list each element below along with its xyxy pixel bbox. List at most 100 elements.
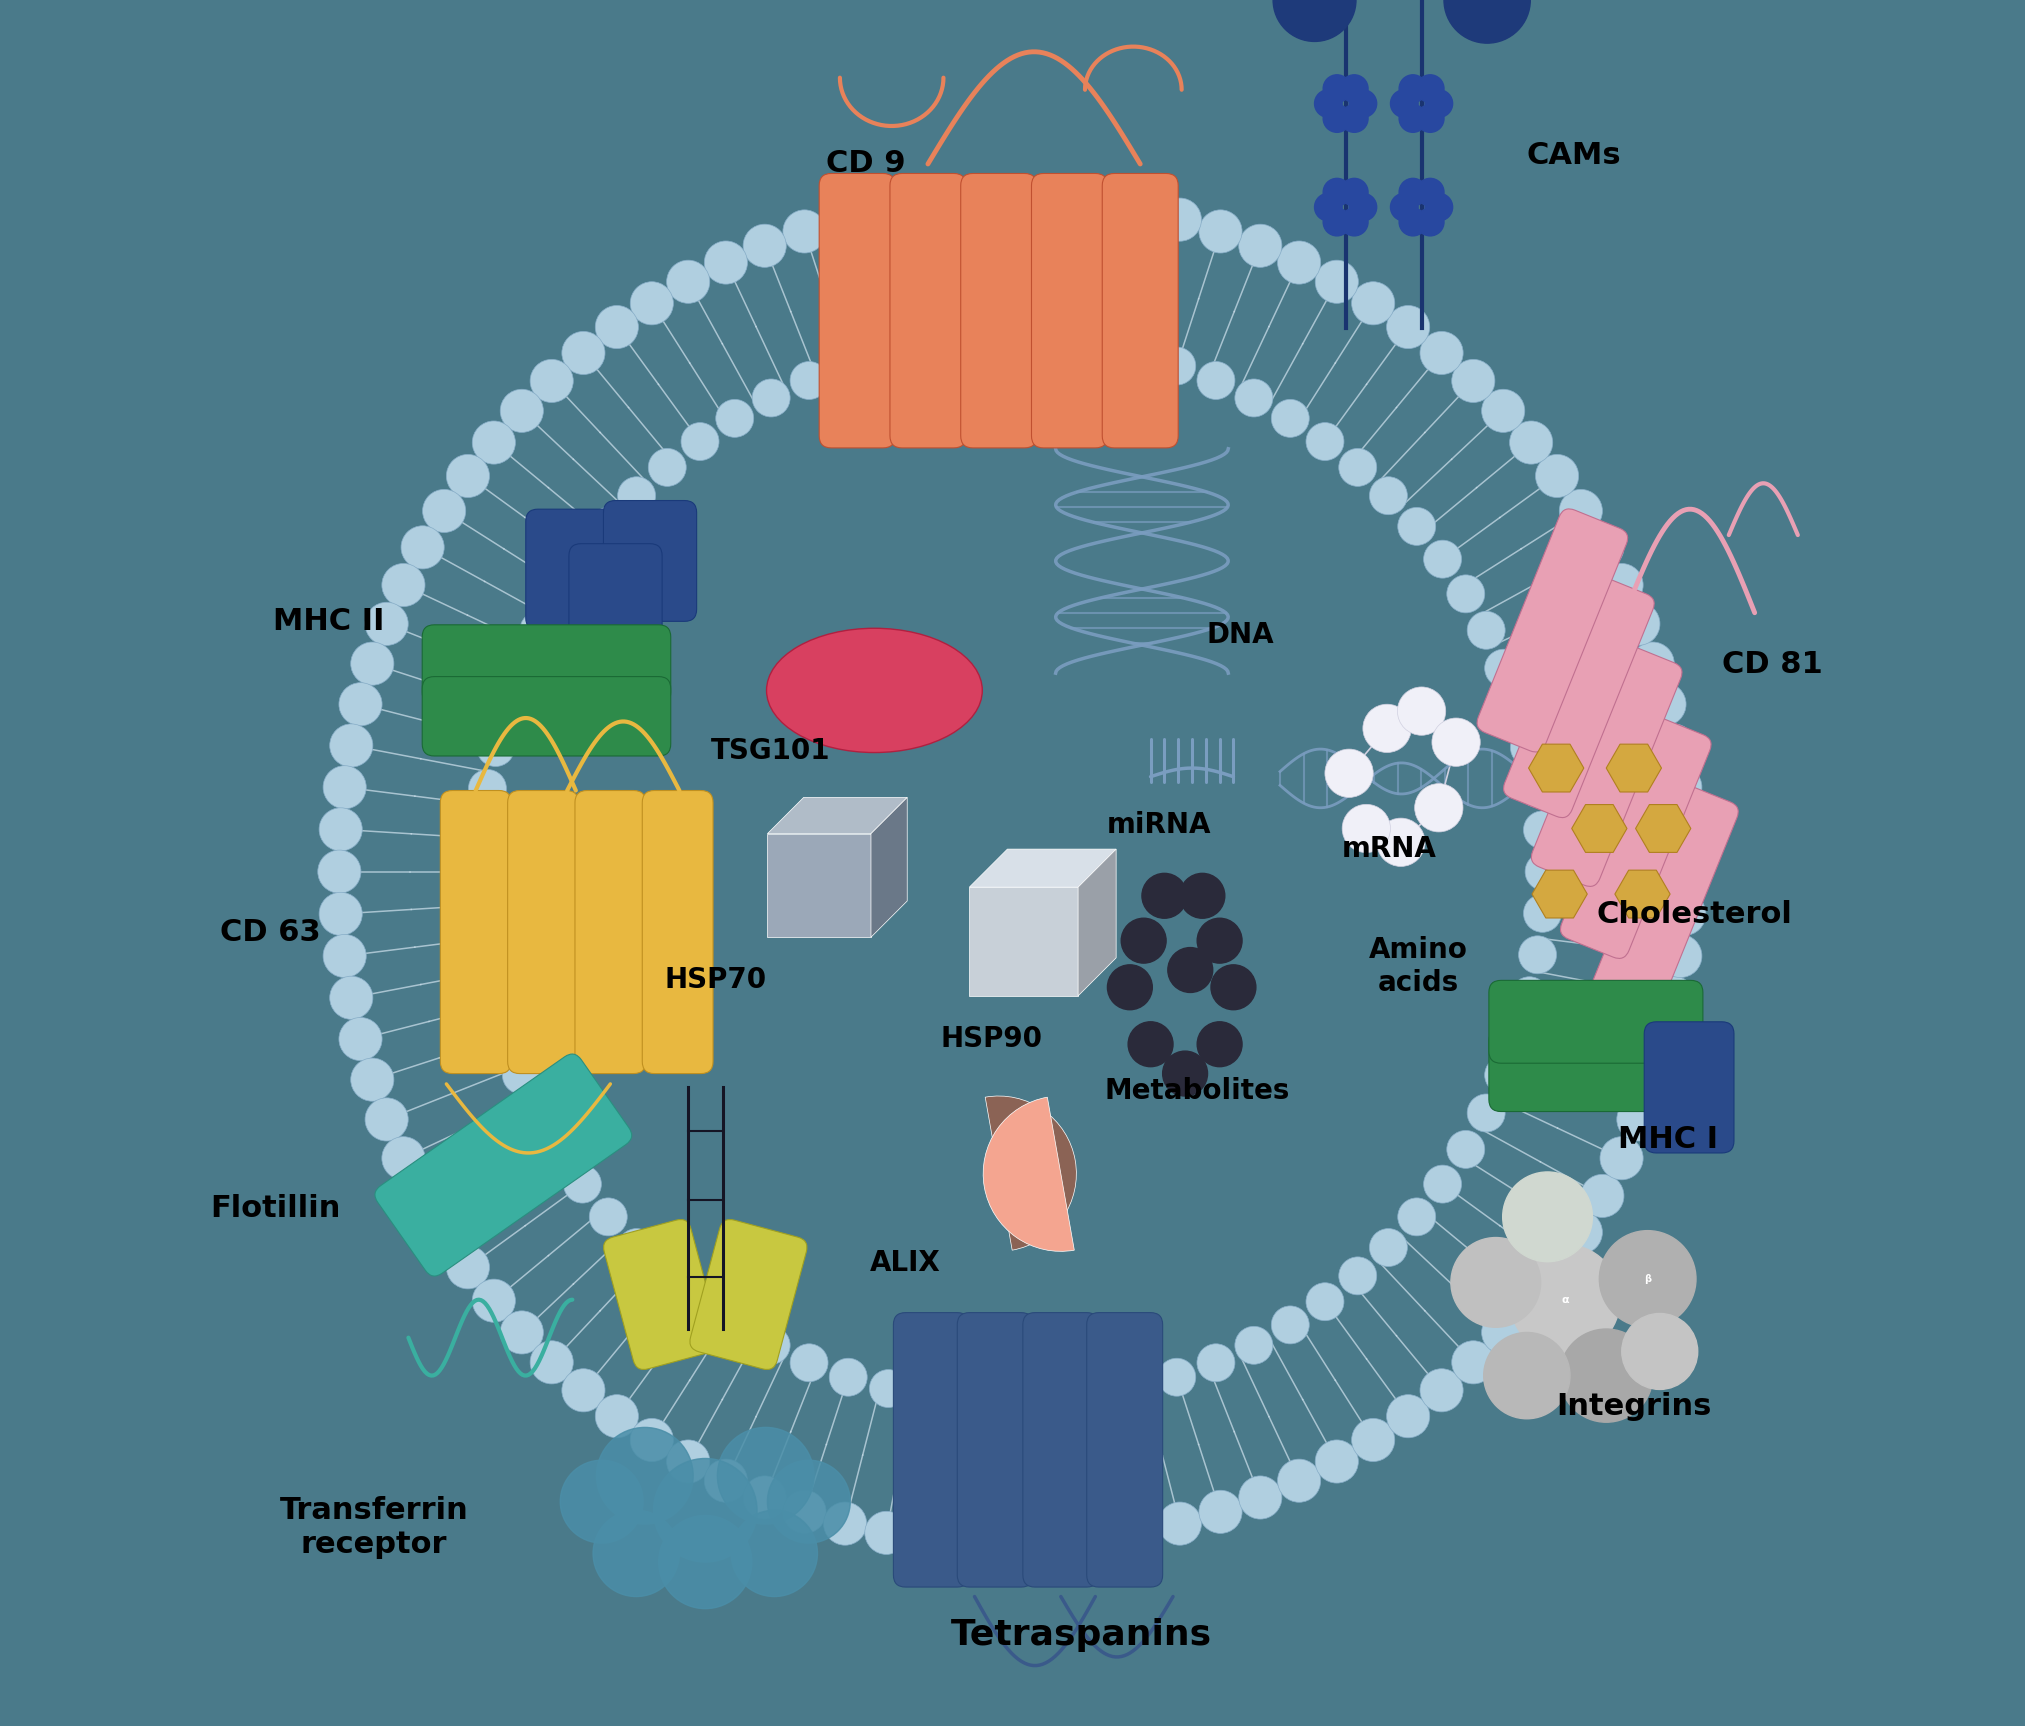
Ellipse shape xyxy=(767,628,982,753)
Circle shape xyxy=(1523,894,1561,932)
Circle shape xyxy=(500,1310,543,1353)
Polygon shape xyxy=(1077,849,1116,996)
Circle shape xyxy=(1399,105,1428,133)
Circle shape xyxy=(1033,1522,1077,1565)
FancyBboxPatch shape xyxy=(893,1312,970,1588)
Circle shape xyxy=(338,683,383,727)
Circle shape xyxy=(364,1098,409,1141)
Circle shape xyxy=(1322,74,1351,102)
Circle shape xyxy=(1341,105,1369,133)
Circle shape xyxy=(1582,526,1624,570)
Circle shape xyxy=(1314,90,1343,117)
Text: β: β xyxy=(1644,1274,1650,1284)
Circle shape xyxy=(1642,1017,1687,1060)
Circle shape xyxy=(784,1490,826,1533)
Circle shape xyxy=(1450,1238,1541,1327)
Circle shape xyxy=(320,808,362,851)
Circle shape xyxy=(743,224,786,268)
FancyBboxPatch shape xyxy=(508,791,579,1074)
Circle shape xyxy=(618,1229,656,1267)
Circle shape xyxy=(666,261,711,304)
Wedge shape xyxy=(984,1098,1075,1251)
Circle shape xyxy=(731,1510,818,1597)
Circle shape xyxy=(1118,1512,1160,1555)
Circle shape xyxy=(824,198,867,242)
Circle shape xyxy=(1519,935,1557,973)
Circle shape xyxy=(472,1279,516,1322)
Circle shape xyxy=(593,1510,678,1597)
Circle shape xyxy=(541,1131,579,1169)
FancyBboxPatch shape xyxy=(820,174,895,447)
Circle shape xyxy=(1377,818,1426,866)
Circle shape xyxy=(520,1094,557,1132)
FancyBboxPatch shape xyxy=(1503,575,1654,818)
Circle shape xyxy=(1658,934,1701,977)
Text: mRNA: mRNA xyxy=(1341,835,1436,863)
Circle shape xyxy=(1369,476,1407,514)
Circle shape xyxy=(1446,1131,1484,1169)
Circle shape xyxy=(589,507,628,545)
Circle shape xyxy=(1235,1326,1274,1364)
Circle shape xyxy=(350,642,395,685)
Text: MHC I: MHC I xyxy=(1618,1125,1719,1153)
Circle shape xyxy=(1630,1058,1675,1101)
FancyBboxPatch shape xyxy=(642,791,713,1074)
FancyBboxPatch shape xyxy=(1102,174,1179,447)
Circle shape xyxy=(1525,853,1563,891)
Circle shape xyxy=(563,1165,601,1203)
Circle shape xyxy=(531,359,573,402)
Circle shape xyxy=(476,728,514,766)
FancyBboxPatch shape xyxy=(1531,644,1683,887)
FancyBboxPatch shape xyxy=(1488,1029,1703,1112)
Circle shape xyxy=(869,1369,907,1407)
Circle shape xyxy=(1523,811,1561,849)
Text: miRNA: miRNA xyxy=(1108,811,1211,839)
Circle shape xyxy=(1158,347,1195,385)
Circle shape xyxy=(1519,770,1557,808)
Circle shape xyxy=(1278,242,1320,285)
Circle shape xyxy=(1482,1310,1525,1353)
Circle shape xyxy=(865,188,907,231)
Circle shape xyxy=(1509,1279,1553,1322)
Circle shape xyxy=(1306,1282,1345,1320)
Text: HSP90: HSP90 xyxy=(942,1025,1043,1053)
Circle shape xyxy=(318,849,360,894)
Circle shape xyxy=(865,1512,907,1555)
Circle shape xyxy=(1314,261,1359,304)
Circle shape xyxy=(990,178,1035,221)
Circle shape xyxy=(488,1017,526,1055)
Circle shape xyxy=(383,563,425,606)
Circle shape xyxy=(1158,1358,1195,1396)
Circle shape xyxy=(1452,359,1494,402)
Circle shape xyxy=(468,770,506,808)
Circle shape xyxy=(1582,1174,1624,1217)
Circle shape xyxy=(1274,0,1357,41)
Circle shape xyxy=(1511,977,1549,1015)
Polygon shape xyxy=(1606,744,1660,792)
Circle shape xyxy=(1349,193,1377,221)
Circle shape xyxy=(715,1307,753,1345)
Circle shape xyxy=(648,449,686,487)
Circle shape xyxy=(705,1458,747,1502)
Circle shape xyxy=(630,1419,674,1462)
Circle shape xyxy=(715,399,753,437)
Circle shape xyxy=(658,1515,751,1609)
Circle shape xyxy=(717,1427,814,1524)
Text: CAMs: CAMs xyxy=(1527,142,1620,169)
Circle shape xyxy=(952,323,990,361)
FancyBboxPatch shape xyxy=(691,1220,806,1369)
Circle shape xyxy=(1535,454,1580,497)
Circle shape xyxy=(1415,209,1444,236)
Circle shape xyxy=(1616,1098,1660,1141)
FancyBboxPatch shape xyxy=(439,791,510,1074)
Circle shape xyxy=(1197,1345,1235,1383)
Circle shape xyxy=(350,1058,395,1101)
Circle shape xyxy=(907,183,950,226)
Circle shape xyxy=(488,689,526,727)
Circle shape xyxy=(1033,178,1077,221)
Circle shape xyxy=(1199,211,1241,254)
Circle shape xyxy=(338,1017,383,1060)
Circle shape xyxy=(1420,1369,1464,1412)
Circle shape xyxy=(1424,1165,1462,1203)
Circle shape xyxy=(464,894,502,932)
